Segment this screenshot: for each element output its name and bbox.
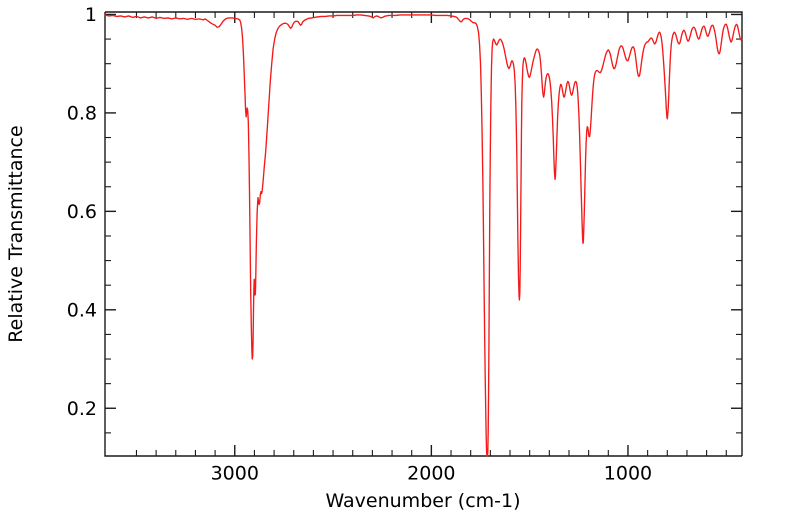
axis-ticks [105, 12, 742, 456]
y-tick-label: 0.6 [67, 201, 97, 223]
axis-frame [104, 11, 743, 457]
y-tick-label: 1 [85, 4, 97, 26]
x-axis-title: Wavenumber (cm-1) [325, 490, 520, 512]
x-tick-label: 2000 [407, 463, 455, 485]
axis-frame-top-right [105, 11, 743, 456]
axis-tick-labels: 3000 2000 1000 1 0.8 0.6 0.4 0.2 [67, 4, 652, 485]
x-tick-label: 3000 [211, 463, 259, 485]
y-tick-label: 0.4 [67, 299, 97, 321]
y-axis-title: Relative Transmittance [5, 125, 27, 342]
axis-frame-lines [104, 12, 742, 457]
y-tick-label: 0.8 [67, 102, 97, 124]
x-tick-label: 1000 [604, 463, 652, 485]
spectrum-line-0 [104, 14, 743, 457]
y-tick-label: 0.2 [67, 398, 97, 420]
spectrum-series [104, 14, 743, 457]
